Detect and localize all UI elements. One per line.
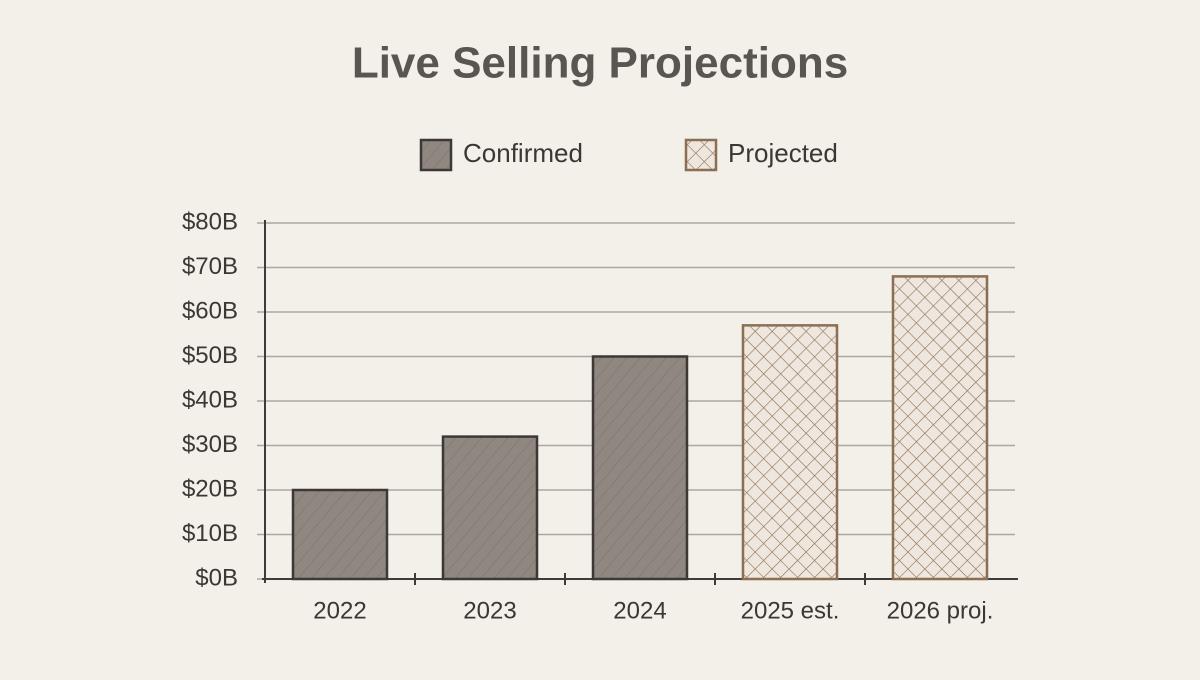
x-tick-label: 2022: [313, 597, 366, 624]
bar: [891, 275, 989, 581]
x-tick-label: 2024: [613, 597, 666, 624]
x-tick-label: 2025 est.: [741, 597, 840, 624]
y-tick-label: $60B: [182, 297, 238, 324]
bar: [441, 435, 539, 581]
y-tick-label: $80B: [182, 208, 238, 235]
bar: [291, 488, 389, 581]
bar: [741, 324, 839, 581]
bar: [591, 355, 689, 581]
y-tick-label: $30B: [182, 431, 238, 458]
chart-title: Live Selling Projections: [352, 39, 848, 88]
legend-label: Confirmed: [463, 138, 583, 168]
legend-label: Projected: [728, 138, 838, 168]
y-tick-label: $50B: [182, 342, 238, 369]
legend-swatch: [684, 138, 718, 172]
x-tick-label: 2026 proj.: [887, 597, 994, 624]
y-tick-label: $70B: [182, 253, 238, 280]
y-tick-label: $10B: [182, 520, 238, 547]
y-tick-label: $40B: [182, 386, 238, 413]
y-tick-label: $20B: [182, 475, 238, 502]
y-tick-label: $0B: [195, 564, 238, 591]
legend-swatch: [419, 138, 453, 172]
x-tick-label: 2023: [463, 597, 516, 624]
